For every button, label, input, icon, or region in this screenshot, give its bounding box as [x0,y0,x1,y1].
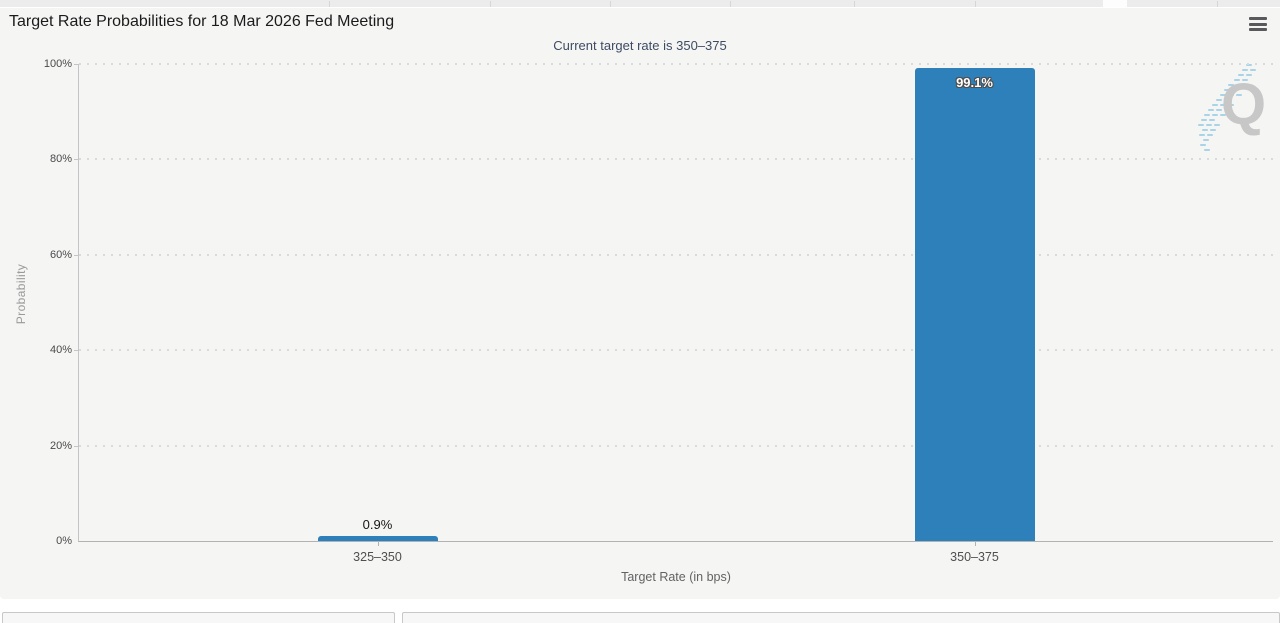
gridline [79,444,1273,447]
tab-separator [329,1,330,7]
y-tick [74,159,79,161]
x-tick-label: 350–375 [950,550,999,564]
y-tick-label: 60% [49,248,72,261]
y-tick [74,445,79,447]
bottom-panel-left [2,612,395,623]
quikstrike-q-watermark: Q [1221,72,1267,137]
tab-separator [610,1,611,7]
tab-strip-gap [1103,0,1127,7]
y-tick-label: 100% [43,58,72,70]
y-tick-label: 0% [56,535,72,547]
x-tick [974,541,976,546]
watermark-dashes-icon [1198,64,1256,151]
tab-strip-edge [0,0,1280,7]
tab-separator [854,1,855,7]
hamburger-icon [1249,17,1267,20]
y-axis-title: Probability [14,263,28,325]
x-axis-title: Target Rate (in bps) [621,570,731,584]
chart-subtitle: Current target rate is 350–375 [553,38,727,53]
y-tick-label: 40% [49,344,72,357]
bar-325–350[interactable] [317,536,438,541]
tab-separator [730,1,731,7]
chart-card: Target Rate Probabilities for 18 Mar 202… [0,8,1280,599]
tab-separator [490,1,491,7]
y-tick [74,64,79,65]
y-tick-label: 80% [49,153,72,166]
hamburger-icon [1249,22,1267,26]
bar-value-label: 0.9% [362,517,393,532]
tab-separator [975,1,976,7]
x-tick [377,541,379,546]
gridline [79,158,1273,161]
tab-separator [1217,1,1218,7]
gridline [79,349,1273,352]
chart-menu-button[interactable] [1249,17,1267,31]
y-tick [74,254,79,256]
bar-350–375[interactable] [914,68,1035,541]
bar-value-label: 99.1% [956,75,993,90]
y-tick-label: 20% [49,439,72,452]
plot-area: Target Rate (in bps) 0% 20% 40% 60% 80% 100% 0… [44,58,1273,584]
chart-title: Target Rate Probabilities for 18 Mar 202… [9,13,395,30]
gridline [79,63,1273,65]
x-tick-label: 325–350 [353,550,402,564]
bottom-panel-right [402,612,1280,623]
y-tick [74,350,79,352]
gridline [79,253,1273,256]
hamburger-icon [1249,28,1267,31]
